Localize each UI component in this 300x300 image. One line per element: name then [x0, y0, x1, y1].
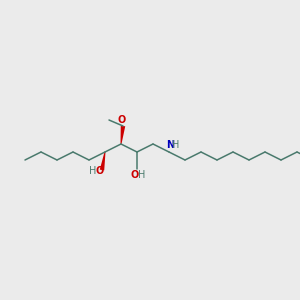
Polygon shape: [121, 126, 125, 144]
Text: N: N: [166, 140, 174, 150]
Text: H: H: [89, 166, 97, 176]
Text: H: H: [172, 140, 180, 150]
Polygon shape: [100, 152, 106, 170]
Text: O: O: [131, 170, 139, 180]
Text: H: H: [138, 170, 146, 180]
Text: O: O: [96, 166, 104, 176]
Text: O: O: [118, 115, 126, 125]
